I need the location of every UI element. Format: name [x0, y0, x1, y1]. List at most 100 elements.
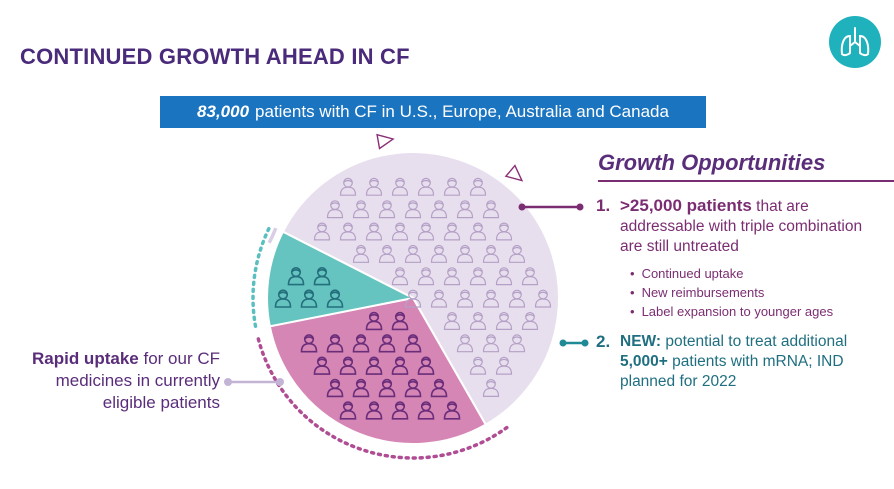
- bullet-item: New reimbursements: [630, 283, 833, 302]
- person-icon: [521, 311, 539, 330]
- person-hair: [473, 224, 483, 228]
- person-hair: [525, 314, 535, 317]
- person-hair: [395, 224, 405, 228]
- person-hair: [486, 336, 496, 340]
- person-hair: [369, 358, 379, 362]
- person-hair: [434, 246, 444, 250]
- person-icon: [365, 401, 383, 420]
- person-icon: [313, 267, 331, 286]
- person-icon: [508, 289, 526, 308]
- person-icon: [430, 200, 448, 219]
- person-icon: [365, 177, 383, 196]
- person-hair: [434, 380, 444, 385]
- person-head: [382, 244, 392, 255]
- person-hair: [473, 179, 483, 183]
- person-head: [473, 267, 483, 278]
- person-head: [343, 177, 353, 188]
- person-icon: [456, 289, 474, 308]
- person-head: [447, 311, 457, 322]
- person-head: [486, 244, 496, 255]
- person-head: [473, 222, 483, 233]
- person-hair: [343, 403, 353, 407]
- person-head: [486, 200, 496, 211]
- person-icon: [443, 401, 461, 420]
- person-icon: [417, 356, 435, 375]
- person-icon: [404, 334, 422, 353]
- rapid-uptake-label: Rapid uptake for our CF medicines in cur…: [14, 348, 220, 414]
- slice-untreated-patients: [268, 296, 488, 445]
- person-hair: [473, 358, 483, 362]
- person-hair: [395, 179, 405, 183]
- direction-arrow-icon: [376, 133, 395, 150]
- person-head: [356, 244, 366, 255]
- person-icon: [521, 267, 539, 286]
- person-head: [512, 289, 522, 300]
- person-icon: [404, 378, 422, 398]
- person-head: [342, 356, 354, 367]
- person-hair: [486, 202, 496, 206]
- person-hair: [447, 314, 457, 317]
- person-head: [381, 378, 393, 389]
- person-head: [329, 289, 341, 300]
- item2-connector-dot: [581, 339, 589, 347]
- person-icon: [417, 222, 435, 241]
- person-hair: [330, 336, 340, 340]
- lungs-icon: [829, 16, 881, 68]
- person-head: [420, 401, 432, 412]
- mrna-dotted-arc: [251, 226, 271, 328]
- person-hair: [291, 269, 301, 273]
- person-hair: [395, 403, 405, 407]
- person-hair: [421, 179, 431, 183]
- person-hair: [369, 224, 379, 228]
- person-icon: [391, 311, 409, 331]
- person-icon: [404, 244, 422, 263]
- item2-connector-dot: [559, 339, 567, 347]
- person-icon: [456, 200, 474, 219]
- person-hair: [408, 202, 418, 206]
- person-hair: [447, 269, 457, 273]
- person-hair: [538, 291, 548, 295]
- person-head: [408, 289, 418, 300]
- growth-item-2: 2. NEW: potential to treat additional 5,…: [596, 332, 890, 392]
- person-head: [499, 356, 509, 367]
- person-hair: [499, 224, 509, 228]
- item1-bullets: Continued uptake New reimbursements Labe…: [630, 264, 834, 321]
- person-head: [499, 222, 509, 233]
- person-icon: [430, 289, 448, 308]
- person-hair: [343, 179, 353, 183]
- person-icon: [495, 356, 513, 375]
- person-hair: [473, 269, 483, 273]
- person-hair: [343, 224, 353, 228]
- slice-mrna-patients: [266, 230, 417, 328]
- person-icon: [534, 289, 552, 308]
- person-hair: [525, 269, 535, 273]
- person-hair: [356, 336, 366, 340]
- person-hair: [356, 380, 366, 385]
- person-hair: [473, 314, 483, 317]
- person-hair: [421, 224, 431, 228]
- person-hair: [395, 313, 405, 318]
- item2-number: 2.: [596, 332, 611, 351]
- person-hair: [317, 269, 327, 273]
- person-head: [355, 378, 367, 389]
- person-icon: [482, 244, 500, 263]
- person-head: [394, 401, 406, 412]
- person-icon: [508, 244, 526, 263]
- bullet-item: Continued uptake: [630, 264, 833, 283]
- person-icon: [365, 356, 383, 375]
- person-icon: [339, 356, 357, 375]
- person-icon: [352, 200, 370, 219]
- person-hair: [356, 246, 366, 250]
- person-head: [525, 311, 535, 322]
- person-icon: [469, 267, 487, 286]
- person-hair: [317, 358, 327, 362]
- person-head: [316, 356, 328, 367]
- person-hair: [330, 291, 340, 295]
- person-head: [290, 267, 302, 278]
- person-head: [317, 222, 327, 233]
- person-head: [473, 311, 483, 322]
- person-head: [499, 311, 509, 322]
- person-head: [421, 267, 431, 278]
- person-icon: [313, 222, 331, 241]
